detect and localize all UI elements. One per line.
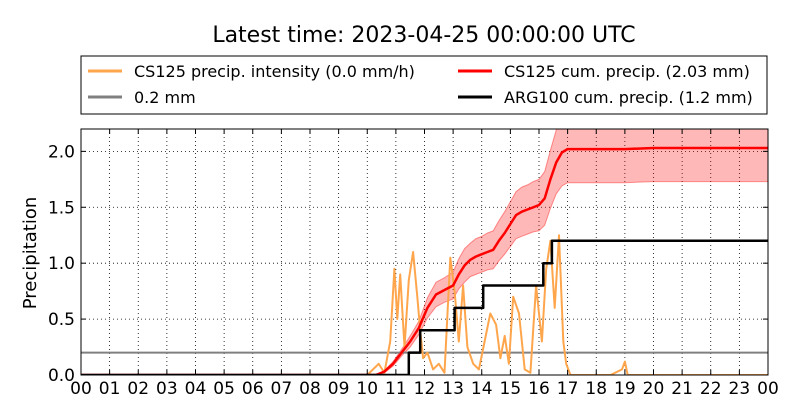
chart-title: Latest time: 2023-04-25 00:00:00 UTC — [212, 23, 635, 48]
x-tick-label: 01 — [99, 379, 121, 399]
x-tick-label: 11 — [385, 379, 407, 399]
y-tick-label: 0.0 — [48, 366, 75, 386]
x-tick-label: 14 — [471, 379, 493, 399]
y-tick-label: 2.0 — [48, 142, 75, 162]
legend-item-cs125-intensity: CS125 precip. intensity (0.0 mm/h) — [88, 62, 415, 81]
legend-label-arg100-cum: ARG100 cum. precip. (1.2 mm) — [504, 88, 753, 107]
x-tick-label: 00 — [70, 379, 92, 399]
y-tick-label: 1.5 — [48, 198, 75, 218]
cs125-cum-line — [81, 146, 768, 375]
x-tick-label: 23 — [729, 379, 751, 399]
y-tick-label: 0.5 — [48, 310, 75, 330]
x-tick-label: 07 — [271, 379, 293, 399]
x-tick-label: 08 — [299, 379, 321, 399]
x-tick-label: 03 — [156, 379, 178, 399]
x-tick-label: 10 — [356, 379, 378, 399]
x-tick-label: 04 — [185, 379, 207, 399]
y-axis: 0.0 0.5 1.0 1.5 2.0 — [48, 142, 768, 386]
x-tick-label: 09 — [328, 379, 350, 399]
legend-item-arg100-cum: ARG100 cum. precip. (1.2 mm) — [458, 88, 753, 107]
series-layer — [81, 146, 768, 375]
x-tick-label: 16 — [528, 379, 550, 399]
x-axis: 00 01 02 03 04 05 06 07 08 09 10 11 12 13 14 15 16 17 18 19… — [70, 129, 779, 399]
x-tick-label: 12 — [414, 379, 436, 399]
x-tick-label: 13 — [442, 379, 464, 399]
y-axis-label: Precipitation — [20, 197, 41, 310]
legend-item-cs125-cum: CS125 cum. precip. (2.03 mm) — [458, 62, 750, 81]
x-tick-label: 18 — [585, 379, 607, 399]
x-tick-label: 02 — [127, 379, 149, 399]
x-tick-label: 20 — [643, 379, 665, 399]
cs125-uncertainty-band — [81, 129, 768, 375]
legend-label-cs125-cum: CS125 cum. precip. (2.03 mm) — [504, 62, 750, 81]
x-tick-label: 22 — [700, 379, 722, 399]
uncertainty-band-layer — [81, 129, 768, 375]
x-tick-label: 05 — [213, 379, 235, 399]
x-tick-label: 19 — [614, 379, 636, 399]
y-tick-label: 1.0 — [48, 254, 75, 274]
x-tick-label: 17 — [557, 379, 579, 399]
x-tick-label: 21 — [671, 379, 693, 399]
x-tick-label: 06 — [242, 379, 264, 399]
legend: CS125 precip. intensity (0.0 mm/h) CS125… — [80, 55, 768, 115]
legend-label-cs125-intensity: CS125 precip. intensity (0.0 mm/h) — [134, 62, 415, 81]
arg100-cum-line — [81, 239, 768, 375]
legend-label-threshold: 0.2 mm — [134, 88, 196, 107]
legend-item-threshold: 0.2 mm — [88, 88, 196, 107]
cs125-intensity-line — [81, 234, 768, 375]
grid — [81, 129, 768, 375]
x-tick-label: 15 — [500, 379, 522, 399]
legend-box — [80, 55, 768, 115]
x-tick-label: 00 — [757, 379, 779, 399]
